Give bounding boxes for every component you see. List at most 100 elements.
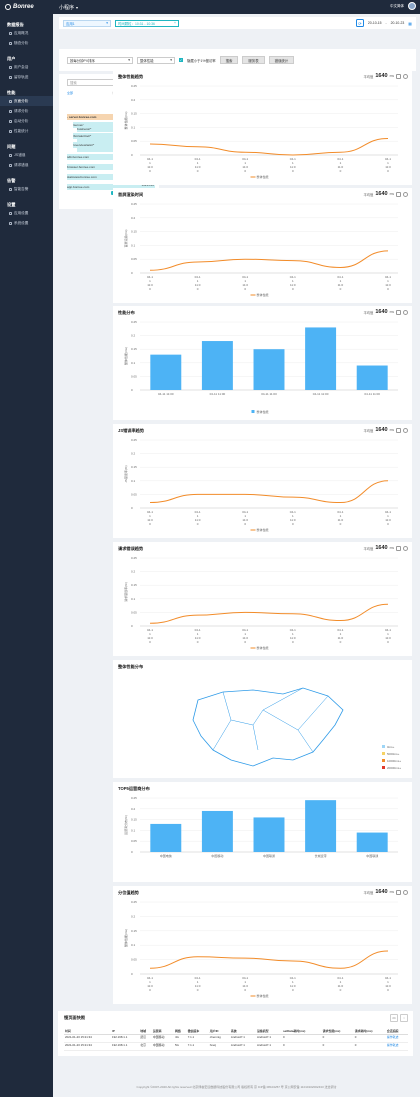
x-tick-label: 04-1 — [195, 157, 201, 161]
x-tick-label: 1 — [149, 980, 151, 984]
calendar-icon[interactable] — [396, 545, 401, 551]
bar — [201, 341, 233, 390]
calendar-icon[interactable] — [396, 191, 401, 197]
menu-icon — [9, 99, 12, 103]
date-end[interactable]: 20-10-23 — [390, 21, 405, 25]
sidebar-item[interactable]: 请求分析 — [0, 106, 53, 116]
date-start[interactable]: 20-10-15 — [367, 21, 382, 25]
x-tick-label: 0 — [292, 640, 294, 644]
column-header[interactable]: 请求耗时(ms) — [353, 1028, 386, 1035]
sort-dropdown-value: 按每分钟PV排序 — [70, 58, 95, 63]
bulb-icon[interactable] — [403, 545, 408, 551]
chart-card: 分位值趋势 平均值 1640 ms 0 0.05 0.1 0.15 0.2 0.25 整体性能(ms… — [113, 886, 412, 1004]
x-tick-label: 11:0 — [195, 518, 201, 522]
x-tick-label: 0 — [387, 522, 389, 526]
x-tick-label: 1 — [244, 514, 246, 518]
table-cell[interactable]: 操作轨迹 — [385, 1034, 408, 1043]
table-cell: Android7.1 — [229, 1034, 256, 1043]
sidebar-item[interactable]: 留存轨迹 — [0, 72, 53, 82]
hide-slow-checkbox[interactable]: ✓ — [179, 58, 183, 62]
column-header[interactable]: 地域 — [139, 1028, 152, 1035]
avatar[interactable] — [408, 2, 416, 10]
x-tick-label: 04-1 — [385, 976, 391, 980]
column-header[interactable]: setData耗时(ms) — [282, 1028, 322, 1035]
bulb-icon[interactable] — [403, 427, 408, 433]
column-header[interactable]: 时间 — [64, 1028, 112, 1035]
table-cell: 中国移动 — [151, 1042, 174, 1051]
sidebar-item[interactable]: 应用概况 — [0, 28, 53, 38]
map-legend-swatch — [382, 745, 385, 748]
x-tick-label: 0 — [292, 169, 294, 173]
y-axis-label: 运营商分布(%) — [123, 815, 128, 835]
sidebar-item[interactable]: 启动分析 — [0, 116, 53, 126]
menu-icon — [9, 187, 12, 191]
sidebar-group: 告警 — [7, 178, 16, 183]
sidebar-item[interactable]: 智能告警 — [0, 184, 53, 194]
series-line — [149, 250, 389, 271]
column-header[interactable]: 运营商 — [151, 1028, 174, 1035]
sidebar-item[interactable]: 性能统计 — [0, 126, 53, 136]
x-tick-label: 04-1 — [337, 157, 343, 161]
calendar-icon[interactable] — [396, 889, 401, 895]
table-cell[interactable]: 操作轨迹 — [385, 1042, 408, 1051]
column-header[interactable]: 网络 — [174, 1028, 187, 1035]
x-tick-label: 11:0 — [338, 984, 344, 988]
calendar-icon[interactable] — [396, 427, 401, 433]
y-tick-label: 0.2 — [131, 216, 136, 220]
export-icon[interactable]: ▭ — [390, 1014, 398, 1022]
time-range-select[interactable]: 时间颗粒：10:31 - 10:36 + — [115, 19, 179, 27]
column-header[interactable]: 用户ID — [208, 1028, 230, 1035]
y-tick-label: 0.2 — [131, 570, 136, 574]
sidebar-item[interactable]: 应用设置 — [0, 208, 53, 218]
app-logo[interactable]: Bonree — [0, 0, 53, 14]
table-cell: chenmig — [208, 1034, 230, 1043]
service-table-button[interactable]: 服务表 — [242, 56, 265, 64]
tree-row-label: /overview/app/* — [73, 143, 95, 147]
sidebar-item[interactable]: JS错误 — [0, 150, 53, 160]
x-tick-label: 1 — [340, 279, 342, 283]
chevron-down-icon: ▾ — [106, 21, 108, 25]
metric-dropdown[interactable]: 整体性能 ▾ — [137, 56, 175, 64]
calendar-icon[interactable] — [396, 309, 401, 315]
x-tick-label: 11:0 — [290, 165, 296, 169]
sidebar-item[interactable]: 随查分析 — [0, 38, 53, 48]
bulb-icon[interactable] — [403, 191, 408, 197]
bulb-icon[interactable]: ◌ — [400, 1014, 408, 1022]
search-button[interactable]: 搜索 — [219, 56, 239, 64]
bulb-icon[interactable] — [403, 73, 408, 79]
app-select[interactable]: 应用1 ▾ — [63, 19, 111, 27]
y-tick-label: 0 — [131, 850, 133, 854]
column-header[interactable]: 微信版本 — [186, 1028, 209, 1035]
sidebar-item[interactable]: 用户会话 — [0, 62, 53, 72]
calendar-icon[interactable] — [396, 73, 401, 79]
column-header[interactable]: 请求性能(ms) — [321, 1028, 354, 1035]
x-tick-label: 11:0 — [195, 283, 201, 287]
refresh-button[interactable]: ⟳ — [355, 19, 364, 27]
bulb-icon[interactable] — [403, 889, 408, 895]
x-tick-label: 04-11 11:00 — [313, 392, 329, 396]
column-header[interactable]: 系统 — [229, 1028, 256, 1035]
legend-label: 整体性能 — [257, 409, 269, 414]
column-header[interactable]: IP — [111, 1028, 140, 1035]
sidebar-item-label: 应用概况 — [14, 30, 29, 35]
sidebar-item[interactable]: 页面分析 — [0, 96, 53, 106]
table-cell: 192.168.1.1 — [111, 1042, 140, 1051]
y-tick-label: 0.1 — [131, 828, 136, 832]
error-stats-button[interactable]: 错误统计 — [268, 56, 295, 64]
sidebar-item-label: 请求错误 — [14, 162, 29, 167]
app-switcher[interactable]: 小程序 ▾ — [59, 4, 79, 11]
sidebar-item[interactable]: 请求错误 — [0, 160, 53, 170]
column-header[interactable]: 设备机型 — [255, 1028, 283, 1035]
sort-dropdown[interactable]: 按每分钟PV排序 ▾ — [67, 56, 133, 64]
x-tick-label: 04-1 — [195, 628, 201, 632]
metric-dropdown-value: 整体性能 — [140, 58, 154, 63]
avg-label: 平均值 — [363, 890, 374, 895]
bulb-icon[interactable] — [403, 309, 408, 315]
x-tick-label: 11:0 — [195, 984, 201, 988]
tree-all-link[interactable]: 全部 — [67, 91, 74, 95]
sidebar-item[interactable]: 系统设置 — [0, 218, 53, 228]
tree-row[interactable]: app.bonree.com 19215/12 — [67, 184, 155, 190]
calendar-icon[interactable]: ▦ — [408, 20, 412, 26]
language-switch[interactable]: 中文简体 — [390, 3, 404, 8]
column-header[interactable]: 会话追踪 — [385, 1028, 408, 1035]
